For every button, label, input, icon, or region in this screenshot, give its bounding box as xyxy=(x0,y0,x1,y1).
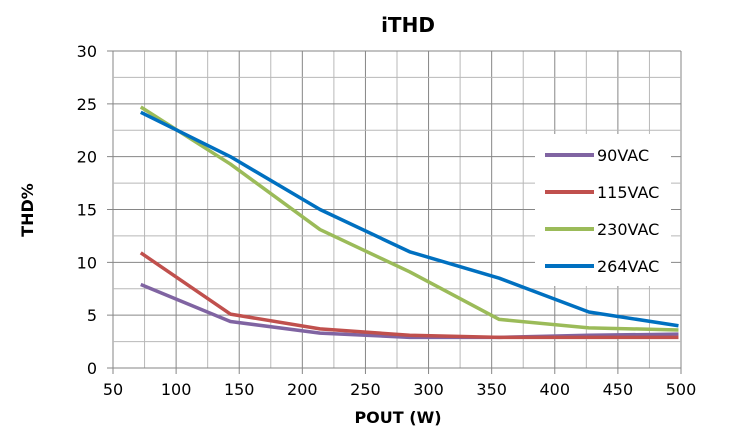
x-tick-label: 300 xyxy=(413,380,444,399)
legend-label: 115VAC xyxy=(597,183,659,202)
series-line-115vac xyxy=(139,251,679,340)
y-tick-label: 25 xyxy=(77,95,97,114)
tick-labels: 50 100 150 200 250 300 350 400 450 500 0 5 10 15 20 25 3… xyxy=(77,42,697,399)
series-lines xyxy=(139,105,679,340)
x-axis-label: POUT (W) xyxy=(354,408,441,427)
x-tick-label: 50 xyxy=(103,380,123,399)
series-line-90vac xyxy=(140,282,679,340)
y-tick-label: 15 xyxy=(77,201,97,220)
chart-title: iTHD xyxy=(381,13,435,37)
legend-box xyxy=(535,134,671,286)
y-tick-label: 30 xyxy=(77,42,97,61)
series-line-230vac xyxy=(139,105,679,332)
x-tick-label: 100 xyxy=(161,380,192,399)
x-tick-label: 150 xyxy=(224,380,255,399)
y-tick-label: 0 xyxy=(87,359,97,378)
x-tick-label: 500 xyxy=(666,380,697,399)
y-tick-label: 5 xyxy=(87,306,97,325)
legend-label: 90VAC xyxy=(597,146,649,165)
grid xyxy=(107,50,682,374)
y-axis-label: THD% xyxy=(18,183,37,237)
x-tick-label: 250 xyxy=(350,380,381,399)
y-tick-label: 10 xyxy=(77,253,97,272)
x-tick-label: 200 xyxy=(287,380,318,399)
legend: 90VAC 115VAC 230VAC 264VAC xyxy=(535,134,671,286)
x-tick-label: 350 xyxy=(476,380,507,399)
series-line-264vac xyxy=(139,110,679,328)
legend-label: 230VAC xyxy=(597,220,659,239)
x-tick-label: 400 xyxy=(540,380,571,399)
x-tick-label: 450 xyxy=(603,380,634,399)
legend-label: 264VAC xyxy=(597,257,659,276)
y-tick-label: 20 xyxy=(77,148,97,167)
